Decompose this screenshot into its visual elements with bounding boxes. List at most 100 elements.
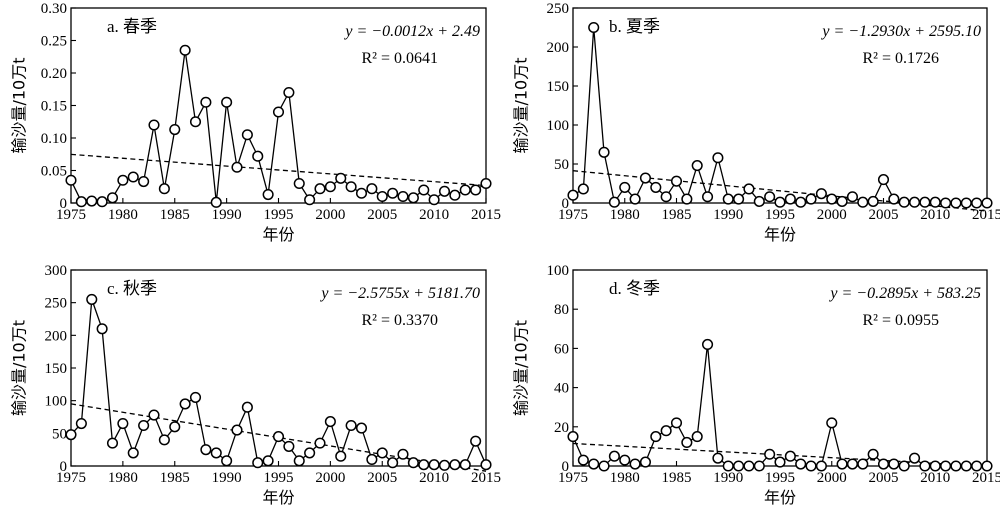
- data-point: [805, 193, 817, 205]
- data-point: [629, 458, 641, 470]
- chart-panel-d: 0 20 40 60 80 100 1975 1980 1985 1990 1995 2000 2005…: [512, 263, 1000, 507]
- data-point: [366, 453, 378, 466]
- data-point: [670, 175, 683, 187]
- data-point: [366, 183, 378, 195]
- y-tick-label: 50: [554, 157, 569, 173]
- data-point: [960, 460, 972, 472]
- data-point: [314, 183, 326, 195]
- x-tick-label: 1975: [56, 470, 86, 486]
- data-point: [324, 416, 336, 428]
- y-axis-label: 输沙量/10万t: [512, 320, 531, 416]
- data-point: [815, 188, 827, 200]
- data-point: [877, 174, 890, 186]
- y-tick-label: 0.10: [41, 131, 67, 147]
- panel-title: b. 夏季: [609, 17, 660, 36]
- data-point: [96, 196, 108, 208]
- y-tick-label: 0.30: [41, 1, 67, 17]
- y-tick-label: 80: [554, 302, 569, 318]
- data-point: [867, 195, 879, 207]
- data-point: [867, 448, 879, 460]
- y-tick-label: 200: [45, 328, 68, 344]
- data-point: [950, 197, 962, 209]
- x-tick-label: 1995: [765, 470, 795, 486]
- data-point: [691, 160, 703, 172]
- data-point: [929, 196, 941, 208]
- data-point: [428, 459, 440, 471]
- data-point: [376, 190, 388, 203]
- data-point: [898, 196, 910, 208]
- data-point: [981, 197, 993, 209]
- data-point: [898, 460, 910, 472]
- data-point: [598, 146, 610, 158]
- data-point: [86, 293, 98, 305]
- data-point: [702, 191, 714, 203]
- data-point: [774, 456, 786, 468]
- data-point: [189, 116, 202, 128]
- x-tick-label: 1980: [108, 207, 138, 223]
- x-tick-label: 1985: [160, 470, 190, 486]
- x-tick-label: 1995: [264, 207, 294, 223]
- x-tick-label: 2005: [367, 470, 397, 486]
- r-squared-label: R² = 0.3370: [362, 312, 439, 329]
- data-point: [138, 176, 150, 188]
- data-point: [200, 444, 212, 456]
- y-tick-label: 250: [45, 296, 68, 312]
- data-point: [619, 181, 631, 193]
- x-tick-label: 1980: [108, 470, 138, 486]
- data-point: [387, 187, 399, 199]
- data-point: [950, 460, 962, 472]
- data-point: [857, 196, 869, 208]
- data-point: [262, 189, 274, 201]
- data-point: [345, 419, 357, 432]
- data-point: [608, 450, 620, 462]
- data-point: [127, 171, 139, 183]
- y-axis-label: 输沙量/10万t: [10, 320, 29, 416]
- data-point: [588, 458, 600, 470]
- x-tick-label: 2010: [419, 207, 449, 223]
- y-tick-label: 0: [562, 459, 570, 475]
- x-tick-label: 2015: [972, 207, 1000, 223]
- x-tick-label: 1990: [713, 470, 743, 486]
- y-tick-label: 0: [60, 459, 68, 475]
- data-point: [639, 172, 652, 184]
- data-point: [691, 431, 703, 443]
- data-point: [480, 459, 492, 471]
- y-tick-label: 0.20: [41, 66, 67, 82]
- y-tick-label: 300: [45, 263, 68, 279]
- data-point: [639, 456, 652, 468]
- data-point: [919, 196, 931, 208]
- data-point: [231, 161, 243, 173]
- data-point: [733, 460, 745, 472]
- data-point: [981, 460, 993, 472]
- data-point: [815, 460, 827, 472]
- data-point: [929, 460, 941, 472]
- data-point: [764, 448, 776, 460]
- y-tick-label: 40: [554, 381, 569, 397]
- data-point: [179, 398, 191, 410]
- data-point: [784, 193, 796, 205]
- x-tick-label: 2010: [920, 470, 950, 486]
- x-axis-label: 年份: [262, 225, 294, 244]
- data-point: [449, 459, 461, 471]
- data-point: [909, 452, 921, 464]
- data-point: [355, 187, 368, 199]
- data-point: [75, 417, 87, 430]
- data-point: [836, 195, 848, 207]
- x-tick-label: 2000: [817, 207, 847, 223]
- data-point: [480, 177, 492, 190]
- x-tick-label: 2000: [315, 207, 345, 223]
- data-point: [712, 152, 724, 164]
- data-point: [702, 338, 714, 351]
- regression-equation: y = −0.0012x + 2.49: [343, 23, 480, 40]
- x-tick-label: 2000: [817, 470, 847, 486]
- data-point: [650, 431, 662, 443]
- x-tick-label: 2015: [972, 470, 1000, 486]
- data-point: [660, 191, 672, 203]
- data-point: [577, 454, 589, 466]
- data-point: [418, 184, 430, 196]
- data-point: [210, 196, 222, 208]
- data-point: [283, 86, 295, 99]
- data-point: [262, 455, 274, 467]
- panel-title: d. 冬季: [609, 279, 660, 298]
- x-tick-label: 1990: [713, 207, 743, 223]
